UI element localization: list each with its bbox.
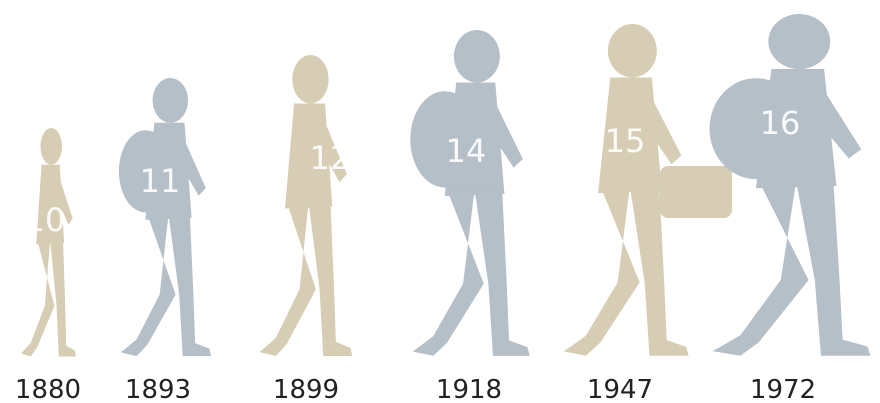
age-label: 10 <box>25 201 66 239</box>
age-label: 14 <box>446 132 487 170</box>
arm <box>175 132 206 196</box>
leg <box>168 214 212 357</box>
year-label: 1880 <box>15 375 81 403</box>
age-label: 12 <box>310 139 351 177</box>
silhouette <box>118 78 212 357</box>
year-label: 1918 <box>436 375 502 403</box>
age-label: 16 <box>760 104 801 142</box>
silhouette <box>563 24 689 356</box>
silhouette <box>259 55 353 356</box>
year-label: 1972 <box>750 375 816 403</box>
arm <box>639 88 682 165</box>
leg <box>629 186 689 356</box>
leg <box>50 239 76 357</box>
leg <box>712 181 809 356</box>
leg <box>21 239 55 357</box>
leg <box>563 186 640 356</box>
year-label: 1893 <box>125 375 191 403</box>
leg <box>796 181 871 356</box>
age-label: 15 <box>605 122 646 160</box>
head <box>152 78 189 123</box>
silhouette <box>410 30 530 356</box>
age-label: 11 <box>140 162 181 200</box>
head <box>40 128 62 165</box>
leg <box>474 189 530 356</box>
leg <box>259 202 316 356</box>
head <box>453 30 500 83</box>
arm <box>315 113 347 183</box>
leg <box>412 189 484 356</box>
silhouette <box>709 14 871 356</box>
head <box>292 55 329 104</box>
year-label: 1947 <box>587 375 653 403</box>
arm <box>808 80 862 159</box>
head <box>768 14 831 70</box>
arm <box>54 172 73 225</box>
leg <box>120 214 176 357</box>
suitcase <box>660 166 732 218</box>
silhouette <box>21 128 76 357</box>
head <box>607 24 657 78</box>
leg <box>308 202 353 356</box>
year-label: 1899 <box>273 375 339 403</box>
arm <box>483 93 523 168</box>
